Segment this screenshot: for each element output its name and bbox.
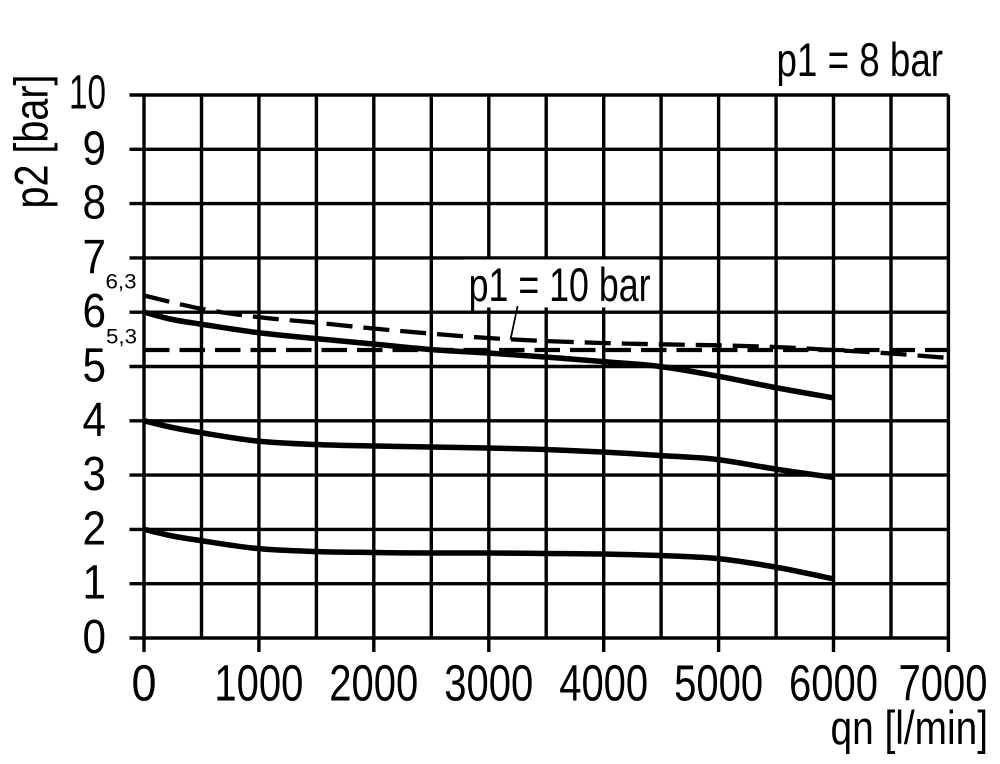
svg-text:5,3: 5,3 bbox=[106, 326, 137, 349]
svg-text:8: 8 bbox=[83, 177, 107, 230]
svg-text:9: 9 bbox=[83, 122, 107, 175]
svg-text:3000: 3000 bbox=[444, 655, 533, 712]
svg-text:7: 7 bbox=[83, 231, 107, 284]
svg-text:5000: 5000 bbox=[674, 655, 763, 712]
svg-text:1: 1 bbox=[83, 557, 107, 610]
svg-text:4: 4 bbox=[83, 394, 107, 447]
svg-text:0: 0 bbox=[132, 655, 157, 712]
svg-text:p1 = 10 bar: p1 = 10 bar bbox=[469, 258, 651, 311]
svg-text:2: 2 bbox=[83, 502, 107, 555]
svg-text:10: 10 bbox=[69, 67, 106, 120]
svg-text:3: 3 bbox=[83, 448, 107, 501]
svg-text:0: 0 bbox=[83, 611, 107, 664]
svg-text:2000: 2000 bbox=[329, 655, 418, 712]
svg-text:p1 = 8 bar: p1 = 8 bar bbox=[777, 33, 944, 86]
svg-text:qn [l/min]: qn [l/min] bbox=[831, 702, 989, 755]
svg-text:1000: 1000 bbox=[214, 655, 303, 712]
svg-text:p2 [bar]: p2 [bar] bbox=[5, 75, 58, 209]
svg-text:6: 6 bbox=[83, 285, 107, 338]
svg-text:5: 5 bbox=[83, 340, 107, 393]
svg-text:7000: 7000 bbox=[899, 655, 988, 712]
svg-text:4000: 4000 bbox=[559, 655, 648, 712]
svg-text:6,3: 6,3 bbox=[106, 271, 137, 294]
svg-text:6000: 6000 bbox=[789, 655, 878, 712]
